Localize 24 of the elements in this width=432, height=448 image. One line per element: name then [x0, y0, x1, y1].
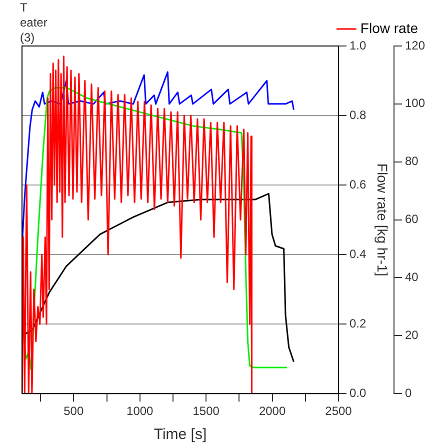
y-tick-label: 0.2 [349, 316, 367, 330]
y2-tick-label: 100 [404, 96, 426, 110]
y2-tick-label: 80 [404, 154, 419, 168]
x-tick-label: 1500 [192, 404, 220, 418]
y-tick-label: 0.4 [349, 246, 367, 261]
y-tick-label: 0.6 [349, 177, 367, 192]
y2-tick-label: 40 [404, 270, 419, 284]
y2-tick-label: 120 [404, 38, 426, 52]
x-tick-label: 1000 [126, 404, 154, 418]
y-tick-label: 1.0 [349, 38, 367, 52]
text: T [20, 0, 28, 14]
x-tick-label: 2000 [258, 404, 286, 418]
text: (3) [20, 30, 35, 44]
x-axis-title: Time [s] [154, 426, 207, 444]
y-tick-label: 0.8 [349, 108, 367, 122]
text: eater [20, 15, 48, 30]
y-axis-title: Flow rate [kg hr-1] [374, 163, 391, 276]
y2-tick-label: 20 [404, 328, 419, 342]
legend-label: Flow rate [360, 20, 418, 36]
y2-tick-label: 0 [404, 386, 412, 400]
x-tick-label: 500 [64, 404, 84, 418]
y-tick-label: 0.0 [349, 386, 367, 400]
y2-tick-label: 60 [404, 212, 419, 226]
x-tick-label: 2500 [325, 404, 352, 418]
